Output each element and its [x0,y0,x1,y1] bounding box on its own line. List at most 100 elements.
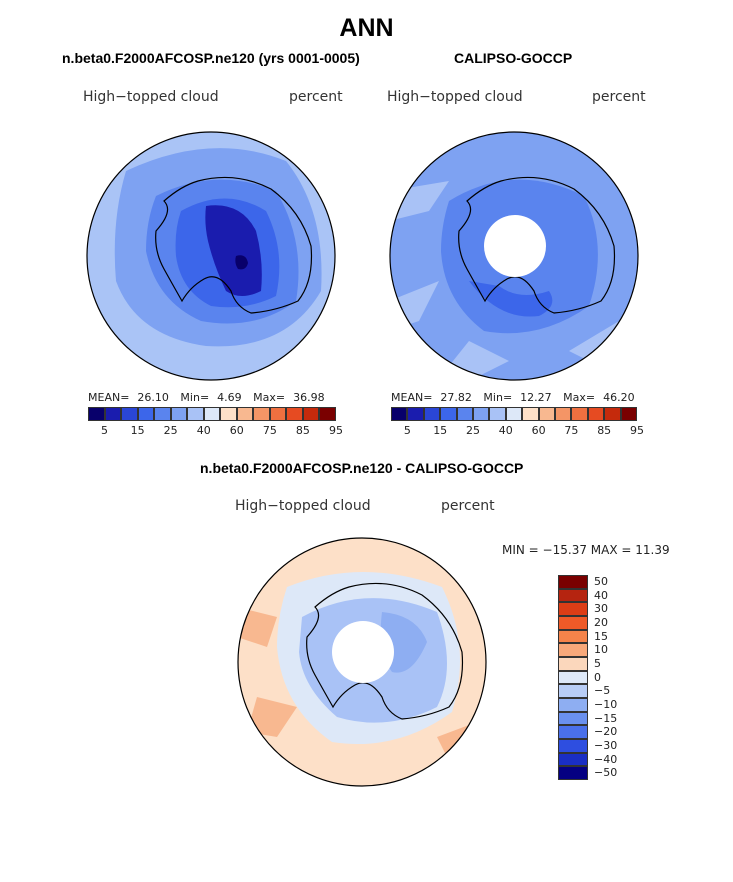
obs-units-label: percent [592,89,646,105]
colorbar-box [236,407,254,421]
model-colorbar-ticks: 5 15 25 40 60 75 85 95 [88,424,343,438]
colorbar-box [286,407,303,421]
colorbar-tick-label: 5 [101,424,109,437]
colorbar-tick-label: 0 [594,670,601,684]
colorbar-tick-label: 75 [262,424,277,437]
colorbar-box [558,629,588,644]
colorbar-box [587,407,605,421]
obs-colorbar [391,407,637,421]
diff-panel-title: n.beta0.F2000AFCOSP.ne120 - CALIPSO-GOCC… [200,460,524,476]
colorbar-box [269,407,287,421]
colorbar-box [505,407,523,421]
colorbar-box [319,407,336,421]
colorbar-box [473,407,490,421]
colorbar-tick-label: 85 [295,424,310,437]
page-title: ANN [339,14,394,42]
colorbar-tick-label: 15 [130,424,145,437]
colorbar-box [558,588,588,603]
colorbar-box [571,407,588,421]
colorbar-tick-label: −30 [594,738,618,752]
colorbar-box [558,684,588,698]
colorbar-box [407,407,424,421]
colorbar-box [302,407,320,421]
model-contour-40 [205,205,262,296]
colorbar-box [558,616,588,630]
colorbar-tick-label: 30 [594,602,608,616]
colorbar-tick-label: −5 [594,684,611,698]
colorbar-tick-label: 95 [329,424,343,437]
colorbar-box [604,407,621,421]
colorbar-box [558,602,588,616]
colorbar-box [558,739,588,753]
diff-polar-gap [332,621,394,683]
obs-panel-title: CALIPSO-GOCCP [454,50,573,66]
colorbar-tick-label: 5 [403,424,411,437]
colorbar-box [558,575,588,589]
diff-variable-label: High−topped cloud [235,498,371,514]
diff-polar-map [237,537,487,787]
obs-colorbar-ticks: 5 15 25 40 60 75 85 95 [391,424,644,438]
colorbar-box [555,407,572,421]
obs-stats: MEAN= 27.82 Min= 12.27 Max= 46.20 [391,391,635,404]
model-coastline [155,176,313,314]
colorbar-box [154,407,171,421]
colorbar-box [558,670,588,685]
model-stats: MEAN= 26.10 Min= 4.69 Max= 36.98 [88,391,325,404]
colorbar-box [203,407,221,421]
obs-contour-35 [469,281,553,317]
colorbar-tick-label: 85 [597,424,612,437]
model-units-label: percent [289,89,343,105]
colorbar-tick-label: −20 [594,725,618,739]
colorbar-box [558,752,588,767]
colorbar-tick-label: 50 [594,574,608,588]
colorbar-box [440,407,457,421]
colorbar-box [137,407,155,421]
colorbar-tick-label: 20 [594,615,608,629]
colorbar-box [121,407,138,421]
colorbar-box [558,725,588,739]
colorbar-box [88,407,105,421]
obs-coastline [458,176,616,314]
diff-map-border [237,537,487,787]
colorbar-box [170,407,188,421]
colorbar-tick-label: 95 [630,424,644,437]
colorbar-box [558,657,588,671]
colorbar-tick-label: 75 [564,424,579,437]
colorbar-tick-label: −40 [594,752,618,766]
obs-map-border [389,131,639,381]
diff-minmax: MIN = −15.37 MAX = 11.39 [502,543,670,557]
colorbar-box [220,407,237,421]
colorbar-tick-label: 10 [594,643,608,657]
diff-units-label: percent [441,498,495,514]
colorbar-tick-label: 5 [594,656,601,670]
colorbar-box [558,711,588,726]
obs-variable-label: High−topped cloud [387,89,523,105]
colorbar-box [423,407,441,421]
colorbar-box [489,407,506,421]
colorbar-box [558,643,588,657]
diff-coastline [306,582,464,720]
colorbar-tick-label: 25 [163,424,178,437]
colorbar-box [620,407,637,421]
colorbar-box [104,407,122,421]
diff-colorbar-labels: 50 40 30 20 15 10 5 0 −5 −10 −15 −20 −30 −40 −50 [594,575,634,780]
model-polar-map [86,131,336,381]
colorbar-tick-label: −15 [594,711,618,725]
colorbar-tick-label: 60 [229,424,244,437]
obs-polar-map [389,131,639,381]
colorbar-box [391,407,408,421]
colorbar-box [522,407,539,421]
colorbar-box [456,407,473,421]
colorbar-tick-label: 40 [498,424,513,437]
model-colorbar [88,407,336,421]
colorbar-tick-label: 25 [466,424,480,437]
colorbar-box [253,407,270,421]
colorbar-tick-label: 15 [594,629,608,643]
colorbar-tick-label: −50 [594,766,618,780]
colorbar-tick-label: −10 [594,697,618,711]
colorbar-box [187,407,204,421]
colorbar-tick-label: 60 [531,424,546,437]
colorbar-box [558,766,588,780]
model-variable-label: High−topped cloud [83,89,219,105]
diff-colorbar [558,575,588,780]
